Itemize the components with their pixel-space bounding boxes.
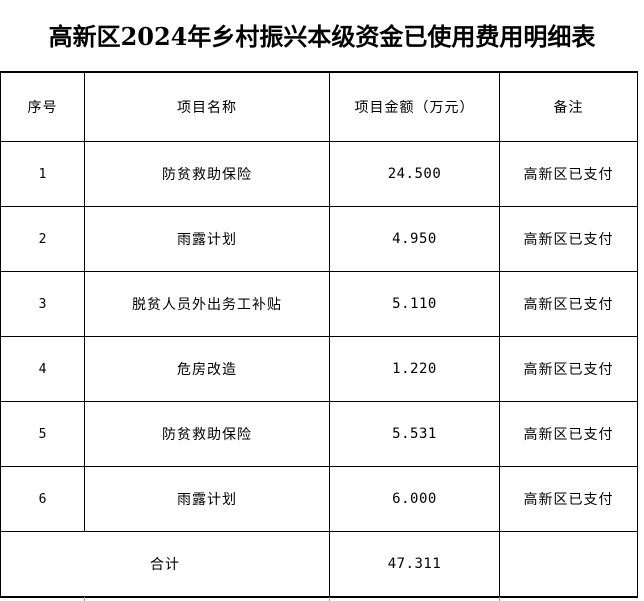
row-amount-value: 1.220 [392, 361, 437, 377]
row-name-value: 防贫救助保险 [162, 167, 252, 183]
column-header-seq-label: 序号 [27, 100, 58, 116]
table-row: 4 危房改造 1.220 高新区已支付 [0, 336, 638, 402]
row-seq-value: 2 [38, 232, 47, 247]
fund-detail-table: 序号 项目名称 项目金额（万元） 备注 1 防贫救助保险 [0, 71, 638, 598]
cell-seq: 1 [0, 141, 85, 207]
total-amount-value: 47.311 [387, 556, 442, 572]
table-total-row: 合计 47.311 [0, 531, 638, 598]
table-row: 5 防贫救助保险 5.531 高新区已支付 [0, 401, 638, 467]
row-name-value: 雨露计划 [177, 492, 237, 508]
row-remark-value: 高新区已支付 [523, 427, 614, 443]
cell-remark: 高新区已支付 [499, 141, 638, 207]
row-name-value: 雨露计划 [177, 232, 237, 248]
cell-seq: 5 [0, 401, 85, 467]
table-row: 2 雨露计划 4.950 高新区已支付 [0, 206, 638, 272]
cell-remark: 高新区已支付 [499, 271, 638, 337]
cell-total-remark [499, 531, 638, 598]
cell-seq: 3 [0, 271, 85, 337]
row-seq-value: 6 [38, 492, 47, 507]
row-remark-value: 高新区已支付 [523, 492, 614, 508]
row-remark-value: 高新区已支付 [523, 232, 614, 248]
cell-name: 防贫救助保险 [84, 141, 330, 207]
cell-remark: 高新区已支付 [499, 336, 638, 402]
cell-remark: 高新区已支付 [499, 206, 638, 272]
cell-name: 脱贫人员外出务工补贴 [84, 271, 330, 337]
fund-detail-table-container: 序号 项目名称 项目金额（万元） 备注 1 防贫救助保险 [0, 71, 638, 598]
cell-amount: 4.950 [329, 206, 500, 272]
cell-remark: 高新区已支付 [499, 401, 638, 467]
column-header-seq: 序号 [0, 71, 85, 142]
row-name-value: 防贫救助保险 [162, 427, 252, 443]
cell-amount: 6.000 [329, 466, 500, 532]
continuation-divider-2 [329, 597, 330, 601]
row-seq-value: 3 [38, 297, 47, 312]
row-amount-value: 4.950 [392, 231, 437, 247]
column-header-amount-label: 项目金额（万元） [354, 100, 475, 116]
column-header-name-label: 项目名称 [177, 100, 237, 116]
row-seq-value: 4 [38, 362, 47, 377]
table-continuation-hint [0, 597, 637, 601]
row-amount-value: 5.531 [392, 426, 437, 442]
row-remark-value: 高新区已支付 [523, 167, 614, 183]
cell-amount: 5.110 [329, 271, 500, 337]
row-amount-value: 5.110 [392, 296, 437, 312]
column-header-remark: 备注 [499, 71, 638, 142]
cell-seq: 6 [0, 466, 85, 532]
row-amount-value: 24.500 [387, 166, 442, 182]
cell-seq: 4 [0, 336, 85, 402]
table-row: 3 脱贫人员外出务工补贴 5.110 高新区已支付 [0, 271, 638, 337]
column-header-remark-label: 备注 [553, 100, 584, 116]
cell-remark: 高新区已支付 [499, 466, 638, 532]
cell-amount: 24.500 [329, 141, 500, 207]
continuation-divider-1 [84, 597, 85, 601]
cell-total-amount: 47.311 [329, 531, 500, 598]
cell-amount: 1.220 [329, 336, 500, 402]
continuation-divider-3 [499, 597, 500, 601]
table-row: 6 雨露计划 6.000 高新区已支付 [0, 466, 638, 532]
table-row: 1 防贫救助保险 24.500 高新区已支付 [0, 141, 638, 207]
cell-name: 防贫救助保险 [84, 401, 330, 467]
cell-amount: 5.531 [329, 401, 500, 467]
row-name-value: 脱贫人员外出务工补贴 [132, 297, 282, 313]
table-header-row: 序号 项目名称 项目金额（万元） 备注 [0, 71, 638, 142]
row-name-value: 危房改造 [177, 362, 237, 378]
cell-seq: 2 [0, 206, 85, 272]
row-seq-value: 1 [38, 167, 47, 182]
cell-name: 危房改造 [84, 336, 330, 402]
column-header-amount: 项目金额（万元） [329, 71, 500, 142]
cell-name: 雨露计划 [84, 206, 330, 272]
cell-total-label: 合计 [0, 531, 330, 598]
row-remark-value: 高新区已支付 [523, 297, 614, 313]
page-title: 高新区2024年乡村振兴本级资金已使用费用明细表 [48, 22, 596, 51]
total-label: 合计 [150, 557, 180, 573]
column-header-name: 项目名称 [84, 71, 330, 142]
row-amount-value: 6.000 [392, 491, 437, 507]
row-remark-value: 高新区已支付 [523, 362, 614, 378]
row-seq-value: 5 [38, 427, 47, 442]
cell-name: 雨露计划 [84, 466, 330, 532]
